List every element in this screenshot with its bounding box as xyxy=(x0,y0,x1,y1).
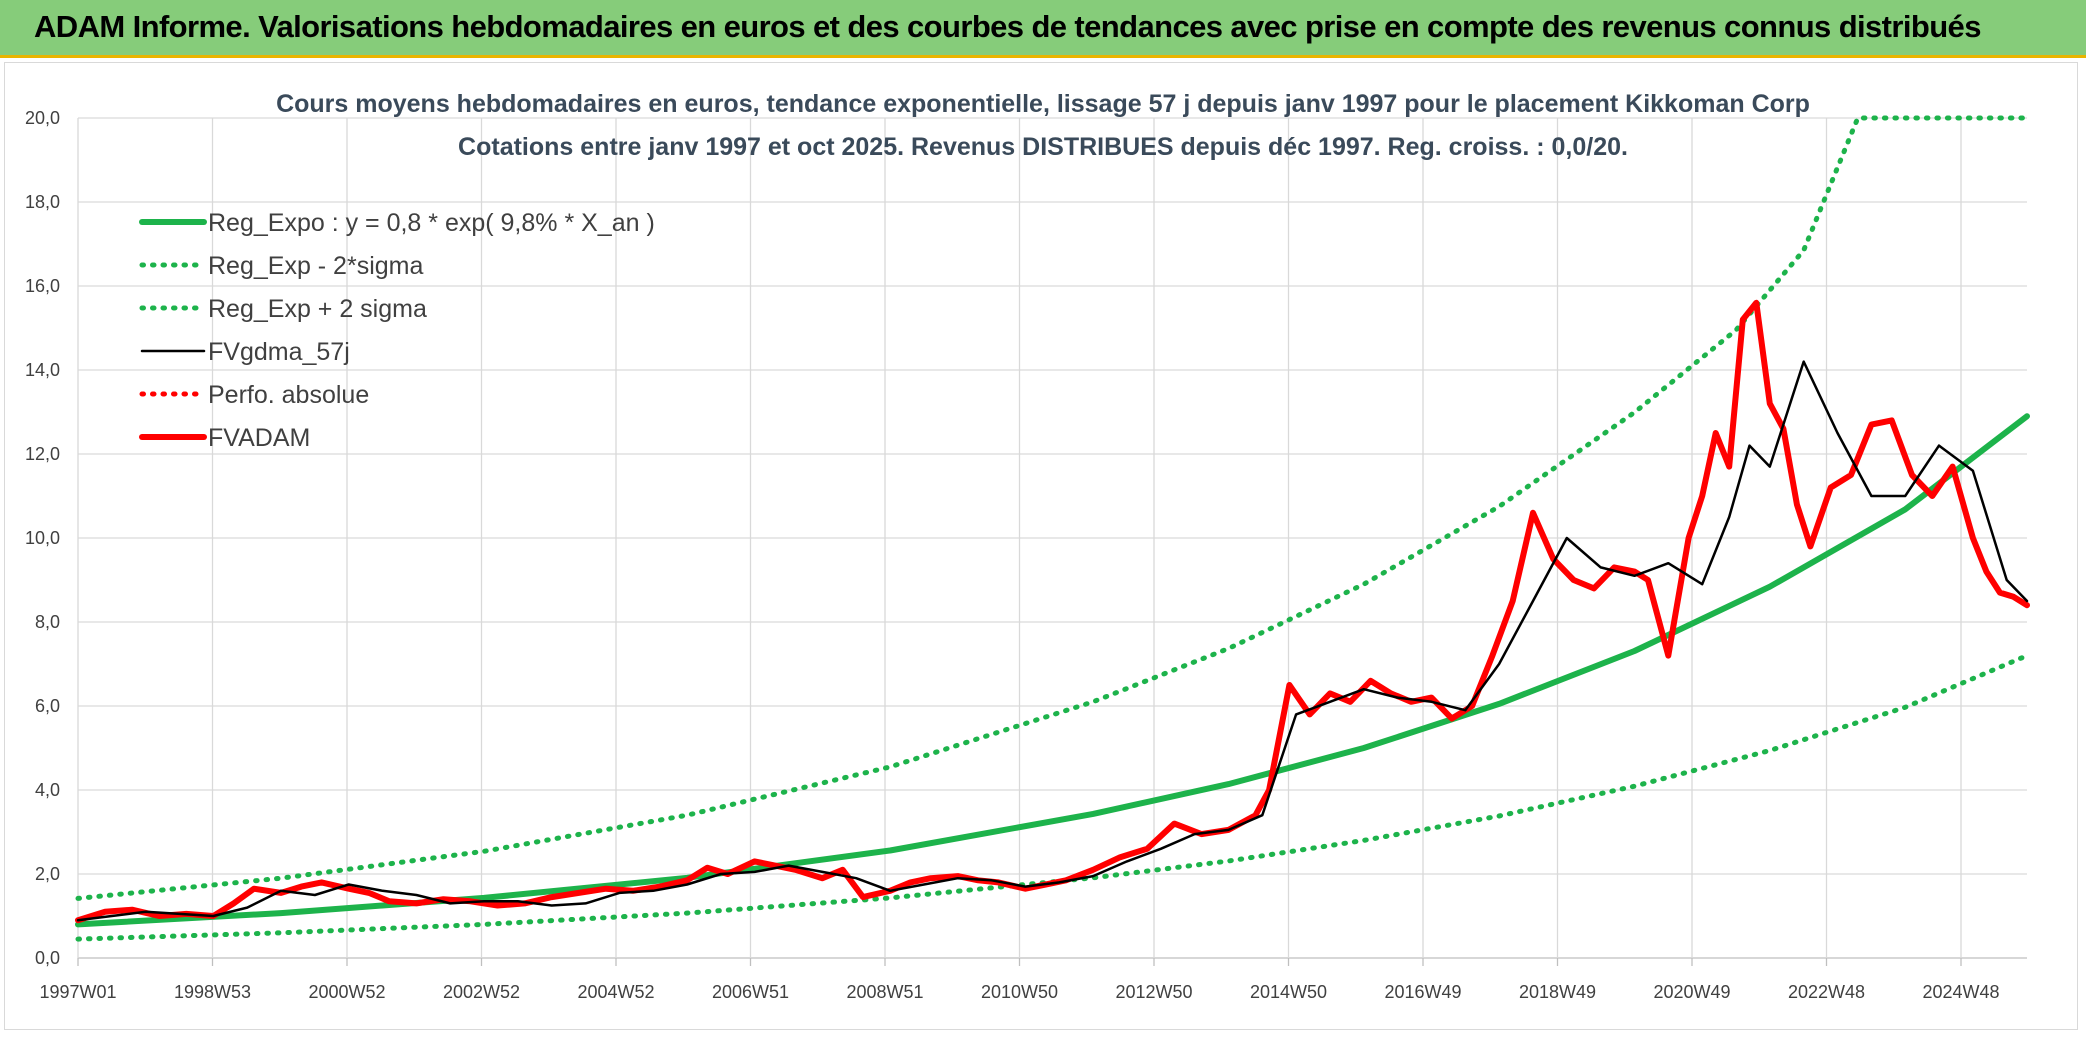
x-tick-label: 2010W50 xyxy=(981,982,1058,1002)
y-tick-label: 0,0 xyxy=(35,948,60,968)
series-line-1 xyxy=(75,653,2030,942)
y-tick-label: 12,0 xyxy=(25,444,60,464)
series-line-5 xyxy=(75,299,2030,924)
chart-grid xyxy=(77,117,2027,966)
series-line-0 xyxy=(75,413,2030,928)
x-tick-label: 2004W52 xyxy=(577,982,654,1002)
x-tick-label: 2018W49 xyxy=(1519,982,1596,1002)
legend-label: FVgdma_57j xyxy=(208,338,350,366)
series-line-3 xyxy=(76,360,2029,922)
x-tick-label: 2014W50 xyxy=(1250,982,1327,1002)
y-tick-label: 8,0 xyxy=(35,612,60,632)
chart-legend: Reg_Expo : y = 0,8 * exp( 9,8% * X_an ) R… xyxy=(139,209,655,452)
x-tick-label: 2024W48 xyxy=(1922,982,1999,1002)
chart-title: Cours moyens hebdomadaires en euros, ten… xyxy=(276,90,1810,118)
chart-subtitle: Cotations entre janv 1997 et oct 2025. R… xyxy=(458,133,1628,161)
y-tick-label: 4,0 xyxy=(35,780,60,800)
y-tick-label: 18,0 xyxy=(25,192,60,212)
chart-lines xyxy=(75,115,2030,942)
series-line-2 xyxy=(75,115,2030,901)
x-tick-label: 2000W52 xyxy=(308,982,385,1002)
y-tick-label: 10,0 xyxy=(25,528,60,548)
legend-label: Reg_Exp + 2 sigma xyxy=(208,295,427,323)
x-tick-label: 2022W48 xyxy=(1788,982,1865,1002)
x-tick-label: 2006W51 xyxy=(712,982,789,1002)
x-tick-label: 1998W53 xyxy=(174,982,251,1002)
y-axis-ticks: 0,0 2,0 4,0 6,0 8,0 10,0 12,0 14,0 16,0 18,0 20,0 xyxy=(25,108,60,968)
x-axis-ticks: 1997W01 1998W53 2000W52 2002W52 2004W52 2006W… xyxy=(39,982,1999,1002)
x-tick-label: 2016W49 xyxy=(1384,982,1461,1002)
y-tick-label: 14,0 xyxy=(25,360,60,380)
x-tick-label: 2012W50 xyxy=(1115,982,1192,1002)
legend-label: Reg_Expo : y = 0,8 * exp( 9,8% * X_an ) xyxy=(208,209,655,237)
report-banner: ADAM Informe. Valorisations hebdomadaire… xyxy=(0,0,2086,58)
x-tick-label: 2020W49 xyxy=(1653,982,1730,1002)
report-title: ADAM Informe. Valorisations hebdomadaire… xyxy=(34,9,1981,44)
y-tick-label: 20,0 xyxy=(25,108,60,128)
legend-label: Reg_Exp - 2*sigma xyxy=(208,252,423,280)
y-tick-label: 16,0 xyxy=(25,276,60,296)
x-tick-label: 2008W51 xyxy=(846,982,923,1002)
legend-label: Perfo. absolue xyxy=(208,381,369,409)
x-tick-label: 1997W01 xyxy=(39,982,116,1002)
legend-label: FVADAM xyxy=(208,424,310,452)
y-tick-label: 6,0 xyxy=(35,696,60,716)
x-tick-label: 2002W52 xyxy=(443,982,520,1002)
y-tick-label: 2,0 xyxy=(35,864,60,884)
